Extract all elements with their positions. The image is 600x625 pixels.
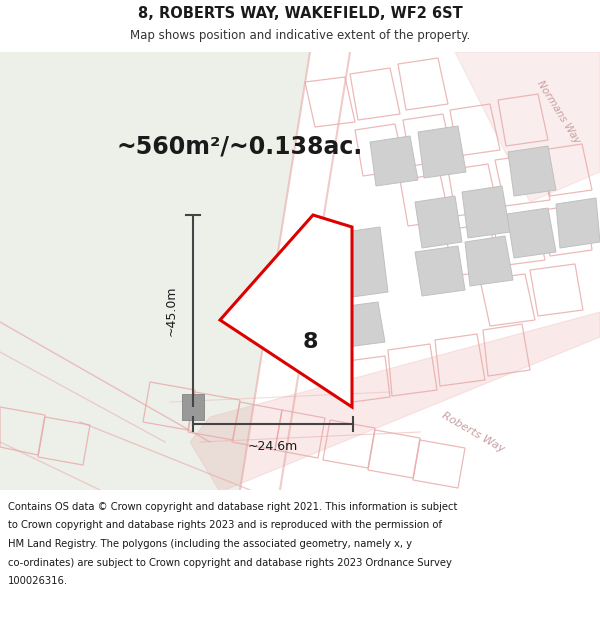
Polygon shape — [345, 227, 388, 297]
Polygon shape — [415, 196, 462, 248]
Text: Contains OS data © Crown copyright and database right 2021. This information is : Contains OS data © Crown copyright and d… — [8, 502, 457, 512]
Polygon shape — [508, 146, 556, 196]
Text: Map shows position and indicative extent of the property.: Map shows position and indicative extent… — [130, 29, 470, 42]
Polygon shape — [340, 302, 385, 347]
Text: ~45.0m: ~45.0m — [164, 286, 178, 336]
Text: HM Land Registry. The polygons (including the associated geometry, namely x, y: HM Land Registry. The polygons (includin… — [8, 539, 412, 549]
Text: to Crown copyright and database rights 2023 and is reproduced with the permissio: to Crown copyright and database rights 2… — [8, 521, 442, 531]
Polygon shape — [370, 136, 418, 186]
Polygon shape — [220, 215, 352, 407]
Polygon shape — [418, 126, 466, 178]
Text: ~24.6m: ~24.6m — [248, 440, 298, 453]
Polygon shape — [556, 198, 600, 248]
Text: Normans Way: Normans Way — [535, 79, 582, 145]
Polygon shape — [462, 186, 510, 238]
Text: co-ordinates) are subject to Crown copyright and database rights 2023 Ordnance S: co-ordinates) are subject to Crown copyr… — [8, 558, 452, 568]
Polygon shape — [190, 312, 600, 492]
Polygon shape — [507, 208, 556, 258]
Text: 8: 8 — [302, 332, 318, 352]
Polygon shape — [455, 52, 600, 202]
Bar — [182, 394, 204, 420]
Polygon shape — [465, 236, 513, 286]
Text: 8, ROBERTS WAY, WAKEFIELD, WF2 6ST: 8, ROBERTS WAY, WAKEFIELD, WF2 6ST — [137, 6, 463, 21]
Polygon shape — [415, 246, 465, 296]
Text: Roberts Way: Roberts Way — [440, 410, 506, 454]
Polygon shape — [0, 52, 310, 490]
Text: 100026316.: 100026316. — [8, 576, 68, 586]
Text: ~560m²/~0.138ac.: ~560m²/~0.138ac. — [117, 135, 363, 159]
